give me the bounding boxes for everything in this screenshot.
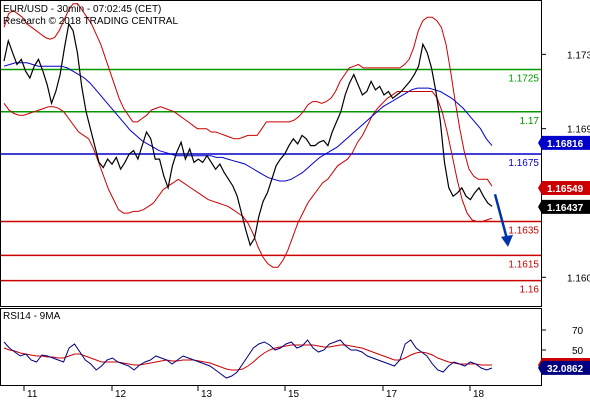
x-tick-label-3: 15 <box>288 389 300 400</box>
price-tag-label-2: 1.16437 <box>547 203 584 214</box>
y-tick-label-0: 1.1734 <box>567 50 590 61</box>
rsi-line <box>3 339 493 379</box>
x-tick-label-1: 12 <box>115 389 127 400</box>
chart-title: EUR/USD - 30min - 07:02:45 (CET) <box>3 4 161 15</box>
x-tick-label-4: 17 <box>386 389 398 400</box>
support-resistance-levels: 1.1725 1.17 1.1675 1.1635 1.1615 1.16 <box>1 68 541 296</box>
y-tick-label-2: 1.1602 <box>567 273 590 284</box>
price-tag-bg-1 <box>538 180 590 195</box>
level-label-5: 1.16 <box>520 285 540 296</box>
x-tick-label-2: 13 <box>201 389 213 400</box>
price-tag-label-0: 1.16816 <box>547 139 584 150</box>
level-label-4: 1.1615 <box>508 259 539 270</box>
moving-average-line <box>3 62 493 182</box>
lower-band-line <box>3 91 493 268</box>
price-series <box>3 22 493 247</box>
rsi-label: RSI14 - 9MA <box>3 311 61 322</box>
forecast-arrow <box>493 194 513 247</box>
rsi-series <box>3 339 493 379</box>
level-label-2: 1.1675 <box>508 158 539 169</box>
price-axis: 1.1734 1.1690 1.1602 70 50 <box>542 50 590 357</box>
upper-band-line <box>3 3 493 187</box>
x-tick-label-5: 18 <box>473 389 485 400</box>
moving-average <box>3 62 493 182</box>
price-tag-bg-2 <box>538 199 590 214</box>
rsi-tag-bg-1 <box>538 360 590 375</box>
level-label-3: 1.1635 <box>508 226 539 237</box>
rsi-panel <box>0 308 542 386</box>
price-tag-label-1: 1.16549 <box>547 184 584 195</box>
x-tick-label-0: 11 <box>27 389 38 400</box>
rsi-tick-label-1: 50 <box>572 346 584 357</box>
bollinger-bands <box>3 3 493 268</box>
arrow-head <box>501 234 513 247</box>
arrow-shaft <box>493 194 509 240</box>
rsi-ma-line <box>3 344 492 371</box>
price-line <box>3 22 493 247</box>
level-label-0: 1.1725 <box>508 74 539 85</box>
price-tag-bg-0 <box>538 135 590 150</box>
rsi-tick-label-0: 70 <box>572 326 584 337</box>
chart-subtitle: Research © 2018 TRADING CENTRAL <box>3 16 178 27</box>
rsi-tag-label-1: 32.0862 <box>547 364 584 375</box>
time-axis: 11 12 13 15 17 18 <box>23 386 485 400</box>
y-tick-label-1: 1.1690 <box>567 125 590 136</box>
level-label-1: 1.17 <box>520 116 540 127</box>
